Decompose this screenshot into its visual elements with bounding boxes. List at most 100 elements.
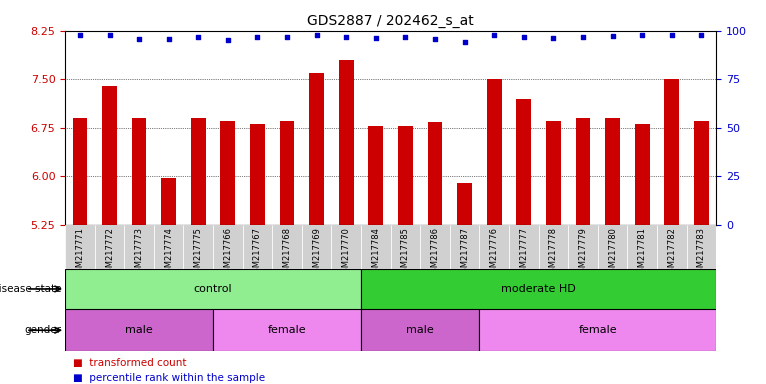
Point	[577, 34, 589, 40]
Point	[370, 35, 382, 41]
Point	[518, 34, 530, 40]
Bar	[221, 121, 235, 225]
Bar	[162, 178, 176, 225]
Point	[340, 34, 352, 40]
Text: GSM217785: GSM217785	[401, 227, 410, 278]
Text: GSM217779: GSM217779	[578, 227, 588, 278]
Point	[607, 33, 619, 39]
Bar	[664, 79, 679, 225]
Point	[429, 36, 441, 42]
Text: GSM217775: GSM217775	[194, 227, 203, 278]
Text: ■  percentile rank within the sample: ■ percentile rank within the sample	[73, 373, 265, 383]
Text: GSM217787: GSM217787	[460, 227, 469, 278]
Bar	[457, 183, 472, 225]
Bar	[686, 225, 716, 269]
Bar	[132, 118, 146, 225]
Text: GSM217783: GSM217783	[697, 227, 706, 278]
Bar	[302, 225, 332, 269]
Bar	[568, 225, 597, 269]
Point	[74, 32, 86, 38]
Text: GSM217784: GSM217784	[372, 227, 381, 278]
Bar	[487, 79, 502, 225]
Text: GSM217777: GSM217777	[519, 227, 529, 278]
Bar	[191, 118, 206, 225]
Text: GSM217769: GSM217769	[313, 227, 321, 278]
Text: male: male	[407, 325, 434, 335]
Bar	[213, 309, 361, 351]
Bar	[391, 225, 421, 269]
Bar	[605, 118, 620, 225]
Point	[399, 34, 411, 40]
Text: GSM217772: GSM217772	[105, 227, 114, 278]
Bar	[627, 225, 657, 269]
Text: GSM217771: GSM217771	[75, 227, 84, 278]
Bar	[124, 225, 154, 269]
Bar	[427, 122, 443, 225]
Text: female: female	[268, 325, 306, 335]
Text: moderate HD: moderate HD	[501, 284, 576, 294]
Text: gender: gender	[25, 325, 61, 335]
Text: GSM217768: GSM217768	[283, 227, 292, 278]
Bar	[421, 225, 450, 269]
Bar	[65, 269, 361, 309]
Bar	[309, 73, 324, 225]
Text: GSM217767: GSM217767	[253, 227, 262, 278]
Bar	[65, 309, 213, 351]
Text: GSM217766: GSM217766	[224, 227, 232, 278]
Bar	[184, 225, 213, 269]
Bar	[213, 225, 243, 269]
Point	[222, 37, 234, 43]
Text: GSM217786: GSM217786	[430, 227, 440, 278]
Point	[103, 32, 116, 38]
Text: GSM217782: GSM217782	[667, 227, 676, 278]
Point	[636, 32, 648, 38]
Bar	[575, 118, 591, 225]
Point	[666, 32, 678, 38]
Point	[251, 34, 264, 40]
Bar	[635, 124, 650, 225]
Text: control: control	[194, 284, 232, 294]
Text: GSM217776: GSM217776	[489, 227, 499, 278]
Point	[162, 36, 175, 42]
Bar	[154, 225, 184, 269]
Bar	[480, 225, 509, 269]
Bar	[361, 309, 480, 351]
Text: ■  transformed count: ■ transformed count	[73, 358, 186, 368]
Text: male: male	[125, 325, 153, 335]
Bar	[597, 225, 627, 269]
Text: GSM217770: GSM217770	[342, 227, 351, 278]
Bar	[694, 121, 709, 225]
Point	[192, 34, 205, 40]
Text: female: female	[578, 325, 617, 335]
Bar	[361, 225, 391, 269]
Point	[281, 34, 293, 40]
Bar	[516, 99, 532, 225]
Bar	[332, 225, 361, 269]
Text: GSM217778: GSM217778	[549, 227, 558, 278]
Text: GSM217781: GSM217781	[638, 227, 647, 278]
Bar	[480, 309, 716, 351]
Text: GSM217773: GSM217773	[135, 227, 143, 278]
Point	[696, 32, 708, 38]
Bar	[95, 225, 124, 269]
Point	[310, 32, 322, 38]
Point	[547, 35, 559, 41]
Bar	[509, 225, 538, 269]
Bar	[538, 225, 568, 269]
Bar	[73, 118, 87, 225]
Bar	[398, 126, 413, 225]
Point	[488, 32, 500, 38]
Text: disease state: disease state	[0, 284, 61, 294]
Bar	[65, 225, 95, 269]
Bar	[339, 60, 354, 225]
Bar	[361, 269, 716, 309]
Text: GSM217780: GSM217780	[608, 227, 617, 278]
Bar	[368, 126, 383, 225]
Bar	[102, 86, 117, 225]
Bar	[546, 121, 561, 225]
Bar	[280, 121, 294, 225]
Text: GSM217774: GSM217774	[164, 227, 173, 278]
Bar	[250, 124, 265, 225]
Bar	[450, 225, 480, 269]
Title: GDS2887 / 202462_s_at: GDS2887 / 202462_s_at	[307, 14, 474, 28]
